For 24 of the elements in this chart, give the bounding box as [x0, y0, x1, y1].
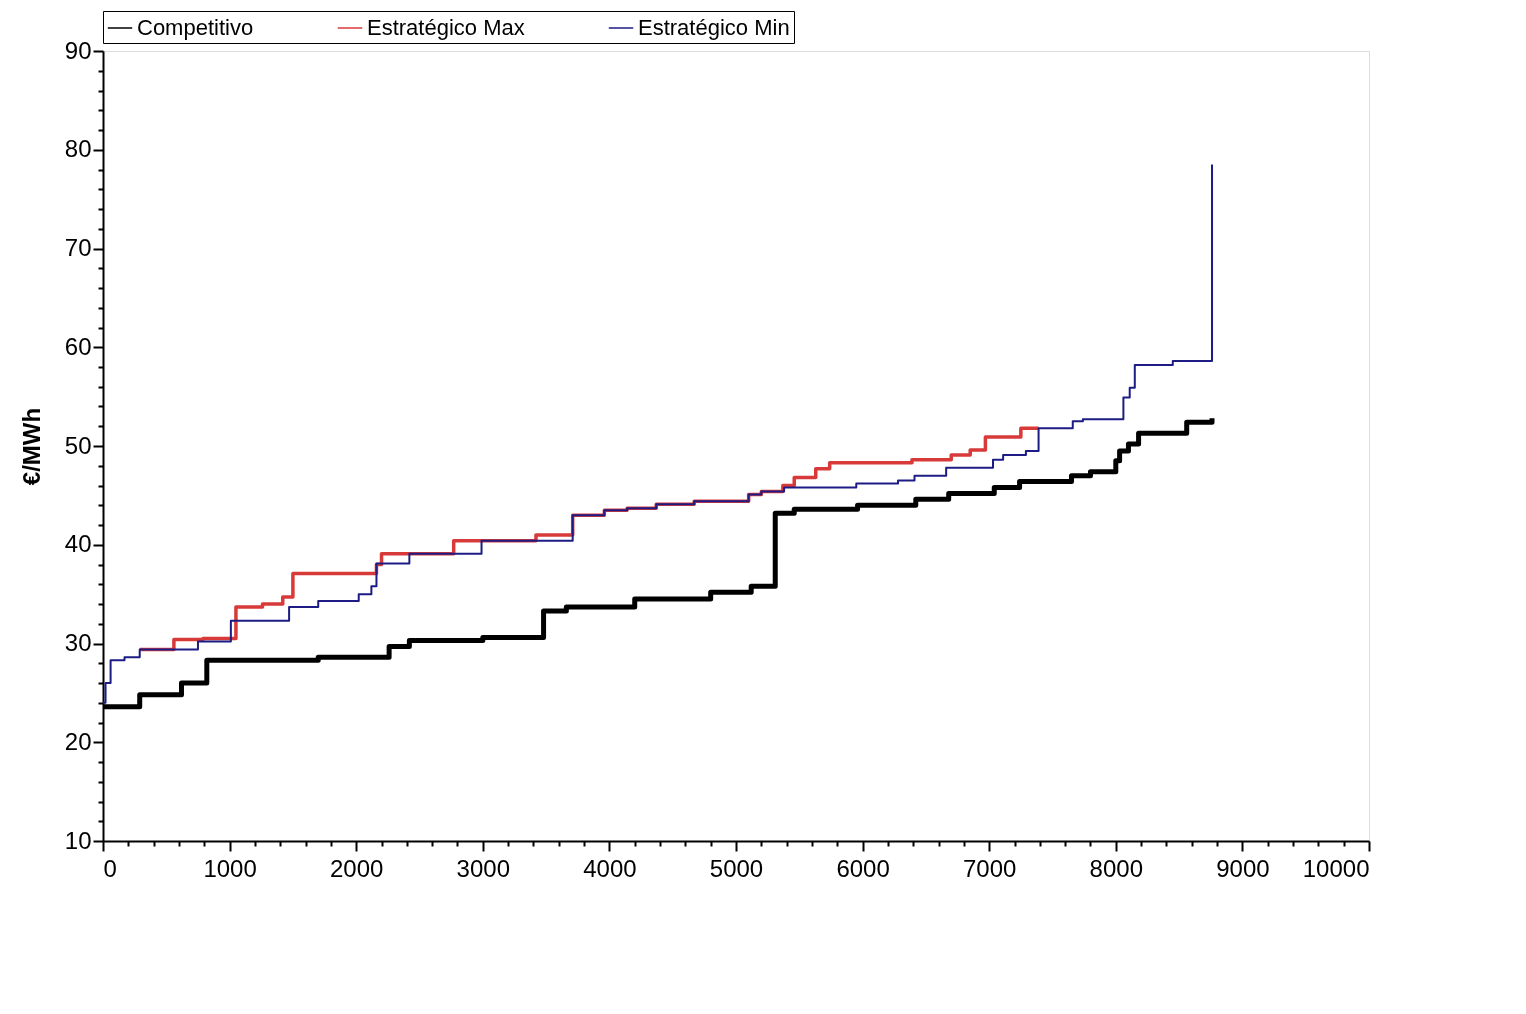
- x-tick-label: 8000: [1089, 854, 1143, 882]
- x-tick-label: 0: [103, 854, 117, 882]
- y-tick-label: 60: [64, 332, 92, 360]
- x-tick-label: 3000: [456, 854, 510, 882]
- y-tick-label: 70: [64, 234, 92, 261]
- y-tick-label: 20: [64, 727, 92, 755]
- legend-label: Estratégico Min: [638, 15, 790, 40]
- x-tick-label: 7000: [963, 854, 1017, 882]
- y-tick-label: 30: [64, 629, 92, 656]
- y-tick-label: 10: [64, 826, 92, 854]
- y-axis-title: €/MWh: [17, 407, 45, 486]
- y-tick-label: 80: [64, 135, 92, 163]
- x-tick-label: 10000: [1302, 854, 1370, 882]
- legend-label: Estratégico Max: [367, 15, 525, 40]
- x-tick-label: 2000: [330, 854, 384, 882]
- legend-label: Competitivo: [137, 15, 254, 40]
- x-tick-label: 4000: [583, 854, 637, 882]
- y-tick-label: 50: [64, 431, 92, 459]
- x-tick-label: 6000: [836, 854, 890, 882]
- y-tick-label: 90: [64, 36, 92, 64]
- x-tick-label: 1000: [203, 854, 257, 882]
- x-tick-label: 5000: [709, 854, 764, 882]
- y-tick-label: 40: [64, 530, 92, 558]
- x-tick-label: 9000: [1216, 854, 1270, 882]
